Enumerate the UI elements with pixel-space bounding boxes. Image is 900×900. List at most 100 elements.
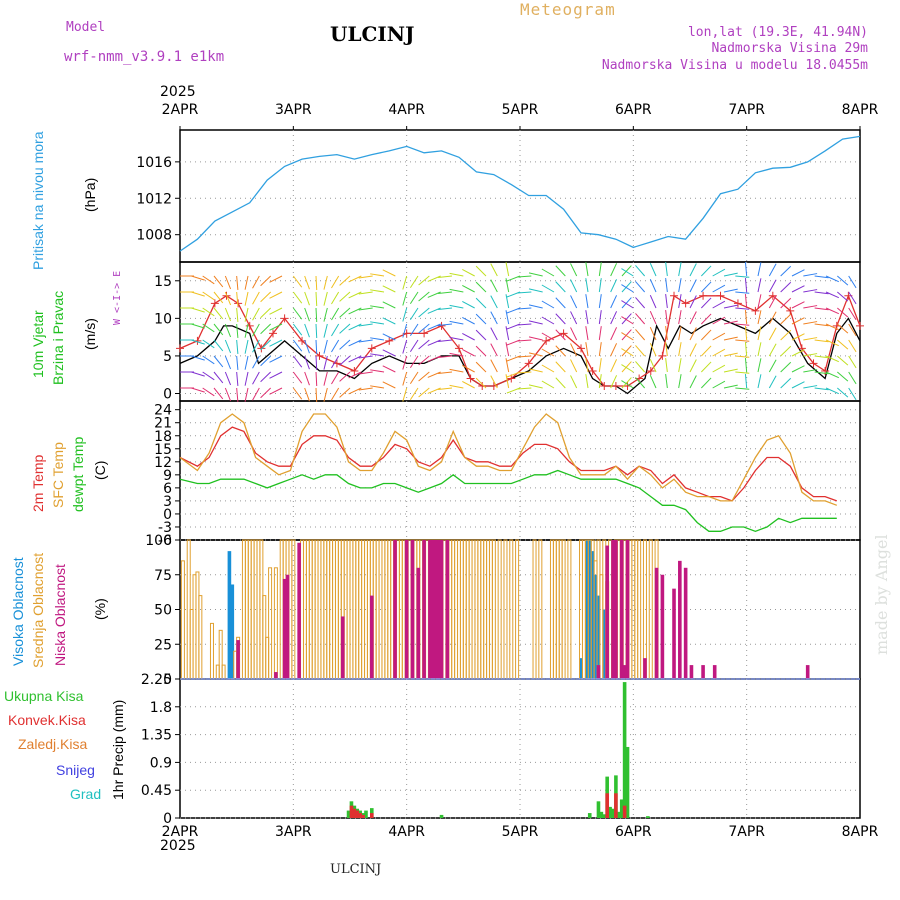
wind-barb [570,295,578,309]
wind-barb [780,377,792,389]
cloud-bar-2 [654,567,659,679]
wind-barb [791,365,805,373]
wind-barb [621,297,632,309]
wind-barb [323,291,328,306]
wind-barb [402,355,408,370]
wind-barb [409,339,419,353]
wind-barb [260,355,272,367]
gust-marker [768,291,777,300]
wind-barb [791,381,805,389]
cloud-bar-2 [285,574,290,679]
wind-barb [757,310,762,325]
wind-barb [304,307,310,322]
cloud-bar-2 [619,540,624,679]
wind-barb [348,371,362,379]
wind-barb [517,291,532,294]
wind-barb [382,381,396,389]
wind-barb [331,275,340,289]
wind-barb [449,368,464,373]
wind-barb [202,323,215,333]
footer-station: ULCINJ [330,862,382,877]
y-tick-label: 0 [163,507,172,523]
date-tick-top: 5APR [502,102,539,118]
gust-marker [611,381,620,390]
wind-barb [409,371,419,385]
wind-barb [528,320,543,325]
wind-barb [757,262,762,277]
cloud-bar-2 [431,540,435,679]
wind-barb [244,387,249,402]
cloud-bar-0 [587,540,592,679]
wind-barb [236,307,239,322]
wind-barb [202,291,215,301]
wind-barb [757,374,762,389]
wind-barb [528,352,543,357]
wind-barb [382,349,396,357]
wind-barb [649,359,657,373]
wind-barb [744,358,748,373]
wind-barb [462,348,475,357]
wind-barb [449,352,464,357]
wind-barb [689,343,697,357]
cloud-bar-mid [561,539,566,680]
wind-barb [541,380,555,389]
wind-barb [768,343,777,357]
wind-barb [438,355,453,358]
wind-barb [837,323,849,334]
gust-marker [751,306,760,315]
series-line-wind [179,317,861,395]
wind-barb [358,307,373,311]
cloud-bar-mid [637,539,642,680]
wind-barb [744,278,748,293]
wind-barb [449,336,464,341]
wind-barb [723,336,738,341]
wind-barb [191,323,205,329]
wind-barb [757,326,762,341]
wind-barb [555,297,566,309]
wind-barb [649,263,657,277]
wind-barb [621,284,634,293]
wind-barb [224,275,232,290]
wind-barb [598,294,602,309]
wind-barb [331,323,340,337]
wind-barb [292,275,303,288]
cloud-bar-2 [614,540,618,679]
wind-barb [610,327,618,341]
wind-barb [621,361,632,373]
precip-bar-0 [646,816,650,818]
wind-barb [735,307,750,310]
wind-barb [665,294,668,309]
wind-barb [700,345,712,357]
gust-marker [809,359,818,368]
wind-barb [505,358,510,373]
wind-barb [339,275,351,286]
cloud-bar-0 [593,574,598,679]
wind-barb [202,371,215,381]
wind-barb [791,269,805,277]
wind-barb [490,311,498,325]
wind-barb [236,339,239,354]
legend-hail: Grad [70,786,102,802]
precip-bar-1 [358,813,362,818]
gust-marker [716,291,725,300]
wind-barb [744,310,748,325]
wind-barb [191,355,205,361]
wind-barb [555,281,566,293]
gust-marker [176,344,184,353]
wind-barb [665,262,668,277]
cloud-bar-mid [180,560,185,680]
wind-barb [260,387,272,399]
wind-barb [803,305,818,309]
precip-bar-0 [599,811,604,818]
cloud-bar-2 [596,665,601,679]
wind-barb [462,380,475,389]
wind-barb [409,387,419,401]
wind-barb [438,371,453,374]
cloud-label-high: Visoka Oblacnost [10,557,26,666]
precip-bar-0 [346,810,351,818]
wind-barb [768,311,777,325]
wind-barb [475,265,487,277]
y-tick-label: 0.9 [150,755,172,771]
gust-marker [524,359,533,368]
cloud-bar-mid [532,539,537,680]
